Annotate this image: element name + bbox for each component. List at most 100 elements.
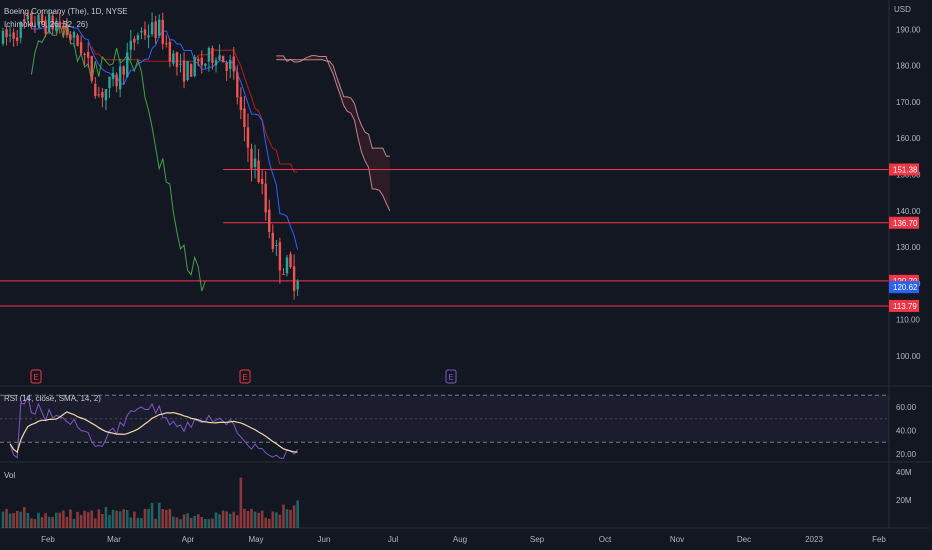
candle-body bbox=[182, 60, 186, 82]
earnings-marker-badge[interactable] bbox=[445, 369, 457, 384]
volume-bar bbox=[211, 518, 214, 528]
candle bbox=[250, 143, 253, 182]
candle-body bbox=[289, 254, 292, 268]
volume-bar bbox=[1, 511, 5, 528]
candle bbox=[147, 24, 150, 49]
candle-body bbox=[90, 55, 93, 81]
candle bbox=[239, 87, 243, 120]
volume-bar bbox=[54, 512, 58, 528]
candle bbox=[37, 14, 40, 29]
price-tick-label: 190.00 bbox=[896, 25, 921, 34]
time-tick-label: Aug bbox=[453, 535, 467, 544]
volume-bar bbox=[26, 512, 30, 528]
rsi-axis[interactable]: 20.00 40.00 60.00 bbox=[896, 403, 917, 459]
candle-body bbox=[175, 52, 179, 68]
volume-bar bbox=[250, 508, 253, 528]
candle bbox=[23, 12, 26, 29]
candle-body bbox=[87, 52, 90, 58]
candle bbox=[161, 12, 164, 50]
volume-bar bbox=[186, 513, 189, 528]
volume-bar bbox=[239, 477, 243, 528]
volume-bar bbox=[214, 512, 218, 528]
candle bbox=[76, 33, 79, 47]
candle bbox=[1, 27, 5, 47]
candle-body bbox=[62, 25, 65, 29]
candle bbox=[264, 171, 267, 221]
candle-body bbox=[97, 94, 101, 96]
candle-body bbox=[250, 148, 253, 169]
volume-bar bbox=[33, 519, 37, 528]
rsi-tick-label: 20.00 bbox=[896, 450, 917, 459]
price-level-tag-bg bbox=[889, 216, 919, 229]
candle-body bbox=[51, 15, 54, 30]
candle bbox=[257, 149, 260, 184]
candle bbox=[58, 12, 61, 34]
candle bbox=[69, 30, 72, 45]
candle-body bbox=[271, 232, 274, 249]
candle bbox=[172, 50, 175, 67]
volume-bar bbox=[37, 512, 40, 528]
candle-body bbox=[260, 179, 264, 184]
rsi-title[interactable]: RSI (14, close, SMA, 14, 2) bbox=[4, 394, 101, 403]
price-level-lines bbox=[0, 168, 889, 307]
candle bbox=[19, 20, 22, 44]
volume-axis[interactable]: 20M 40M bbox=[896, 468, 912, 505]
volume-bar bbox=[83, 510, 86, 528]
volume-title[interactable]: Vol bbox=[4, 471, 15, 480]
volume-bar bbox=[140, 518, 143, 528]
candle-body bbox=[44, 20, 47, 34]
volume-bar bbox=[108, 514, 111, 528]
volume-bar bbox=[129, 517, 133, 528]
volume-bar bbox=[86, 512, 90, 528]
rsi-pane[interactable] bbox=[0, 394, 889, 459]
candle-body bbox=[12, 32, 15, 40]
earnings-marker[interactable]: E bbox=[30, 369, 42, 384]
symbol-title[interactable]: Boeing Company (The), 1D, NYSE bbox=[4, 7, 128, 16]
volume-bar bbox=[104, 507, 108, 528]
volume-bar bbox=[285, 509, 289, 528]
earnings-marker-badge[interactable] bbox=[239, 369, 251, 384]
candle bbox=[260, 169, 264, 195]
last-price-tag-bg bbox=[889, 281, 919, 294]
candle-body bbox=[8, 34, 12, 36]
candle-body bbox=[179, 63, 182, 65]
candle bbox=[44, 16, 47, 38]
candle bbox=[282, 268, 285, 276]
price-tick-label: 180.00 bbox=[896, 62, 921, 71]
candle bbox=[30, 11, 33, 29]
candle bbox=[118, 58, 122, 98]
volume-bar bbox=[246, 510, 250, 528]
candle bbox=[87, 42, 90, 68]
time-tick-label: 2023 bbox=[805, 535, 823, 544]
volume-bar bbox=[150, 502, 154, 528]
candle-body bbox=[33, 26, 37, 28]
candle-body bbox=[296, 281, 299, 290]
candle-body bbox=[58, 21, 61, 27]
volume-bar bbox=[189, 518, 193, 528]
candle bbox=[136, 32, 140, 45]
earnings-marker-badge[interactable] bbox=[30, 369, 42, 384]
candle-body bbox=[264, 183, 267, 213]
candle bbox=[165, 35, 168, 48]
time-axis[interactable]: Feb Mar Apr May Jun Jul Aug Sep Oct Nov Dec 2023 Feb bbox=[41, 535, 886, 544]
candle-body bbox=[186, 61, 189, 81]
candle bbox=[232, 46, 235, 80]
candle-body bbox=[165, 43, 168, 45]
candle bbox=[218, 44, 221, 61]
candle bbox=[275, 240, 278, 256]
indicator-title[interactable]: Ichimoku (9, 26, 52, 26) bbox=[4, 20, 88, 29]
rsi-line bbox=[9, 394, 299, 459]
volume-bar bbox=[136, 517, 140, 528]
volume-bar bbox=[243, 508, 246, 528]
earnings-marker[interactable]: E bbox=[239, 369, 251, 384]
candle bbox=[296, 279, 299, 297]
price-level-label: 136.70 bbox=[893, 219, 918, 228]
candle bbox=[246, 113, 250, 162]
volume-bar bbox=[147, 508, 150, 528]
price-pane[interactable] bbox=[0, 9, 889, 307]
earnings-marker[interactable]: E bbox=[445, 369, 457, 384]
candle bbox=[83, 52, 86, 65]
volume-bar bbox=[257, 512, 260, 528]
